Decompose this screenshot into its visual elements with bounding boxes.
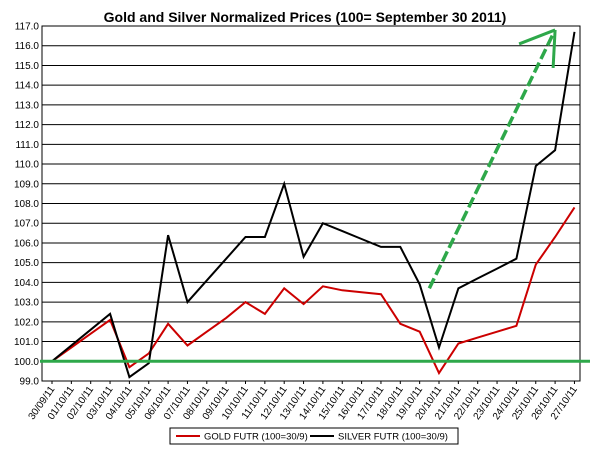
y-tick-label: 117.0 — [15, 22, 40, 33]
y-tick-label: 99.0 — [20, 377, 40, 388]
y-tick-label: 113.0 — [15, 100, 40, 111]
legend: GOLD FUTR (100=30/9) SILVER FUTR (100=30/… — [169, 427, 459, 445]
y-tick-label: 109.0 — [14, 179, 39, 190]
y-tick-label: 104.0 — [14, 278, 39, 289]
trend-arrow-head — [551, 29, 557, 69]
legend-label: SILVER FUTR (100=30/9) — [338, 432, 448, 443]
y-tick-label: 108.0 — [14, 199, 39, 210]
y-tick-label: 103.0 — [14, 298, 39, 309]
annotations — [40, 28, 590, 363]
x-axis: 30/09/1101/10/1102/10/1103/10/1104/10/11… — [27, 381, 580, 422]
y-tick-label: 110.0 — [15, 160, 40, 171]
y-tick-label: 111.0 — [15, 140, 39, 151]
y-tick-label: 106.0 — [14, 238, 39, 249]
trend-arrow-head — [518, 28, 556, 46]
y-tick-label: 107.0 — [14, 219, 39, 230]
y-tick-label: 115.0 — [15, 61, 40, 72]
y-tick-label: 100.0 — [14, 357, 39, 368]
y-tick-label: 102.0 — [14, 317, 39, 328]
y-tick-label: 114.0 — [15, 81, 40, 92]
y-tick-label: 112.0 — [15, 120, 40, 131]
y-axis: 99.0 100.0 101.0 102.0 103.0 104.0 105.0 106.0 1… — [14, 22, 39, 388]
chart-title: Gold and Silver Normalized Prices (100= … — [104, 9, 507, 25]
y-tick-label: 105.0 — [14, 258, 39, 269]
y-tick-label: 101.0 — [14, 337, 39, 348]
silver-series-line — [51, 31, 576, 379]
legend-label: GOLD FUTR (100=30/9) — [204, 432, 308, 443]
y-tick-label: 116.0 — [15, 41, 40, 52]
trend-arrow-shaft — [427, 29, 557, 290]
